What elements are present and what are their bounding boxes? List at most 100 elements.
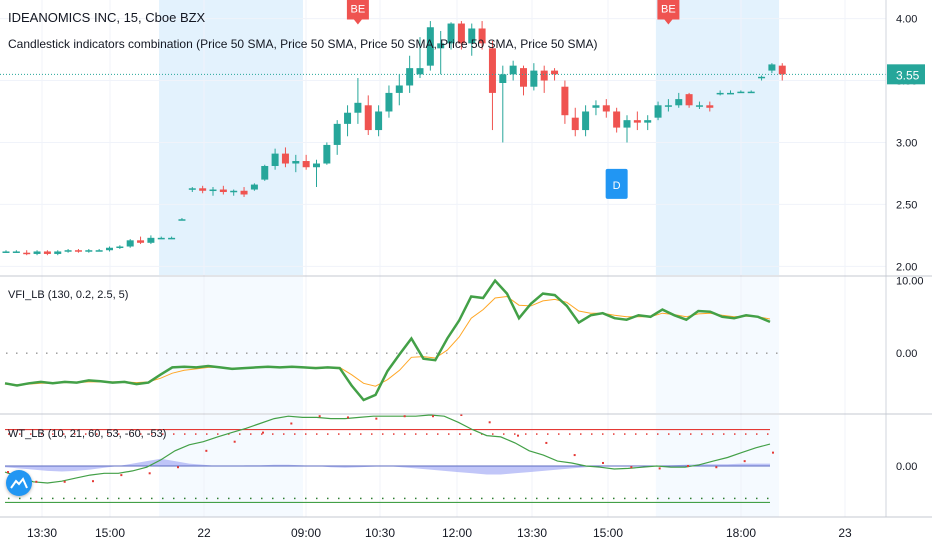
candle-body xyxy=(768,64,776,71)
candle-body xyxy=(364,105,372,131)
wt-signal-dot xyxy=(120,474,123,477)
zero-dot xyxy=(596,352,598,354)
wt-oversold-dot xyxy=(206,497,208,500)
wt-overbought-dot xyxy=(195,433,197,435)
zero-dot xyxy=(696,352,698,354)
candle-body xyxy=(395,85,403,93)
candle-body xyxy=(23,252,31,255)
wt-overbought-dot xyxy=(338,433,340,435)
wt-overbought-dot xyxy=(558,433,560,435)
wt-oversold-dot xyxy=(173,497,175,500)
wt-oversold-dot xyxy=(151,497,153,500)
candle-body xyxy=(240,190,248,195)
wt-overbought-dot xyxy=(404,433,406,435)
tradingview-logo-button[interactable] xyxy=(6,470,32,496)
wt-overbought-dot xyxy=(745,433,747,435)
wt-overbought-dot xyxy=(624,433,626,435)
zero-dot xyxy=(686,352,688,354)
candle-body xyxy=(499,74,507,83)
zero-dot xyxy=(266,352,268,354)
zero-dot xyxy=(246,352,248,354)
wt-overbought-dot xyxy=(217,433,219,435)
wt-oversold-dot xyxy=(723,497,725,500)
candle-body xyxy=(385,92,393,112)
wt-overbought-dot xyxy=(184,433,186,435)
candle-body xyxy=(33,251,41,254)
candle-body xyxy=(416,68,424,75)
candle-body xyxy=(95,250,103,252)
zero-dot xyxy=(776,352,778,354)
wt-oversold-dot xyxy=(96,497,98,500)
wt-overbought-dot xyxy=(723,433,725,435)
candle-body xyxy=(447,23,455,44)
zero-dot xyxy=(176,352,178,354)
wt-overbought-dot xyxy=(140,433,142,435)
wt-overbought-dot xyxy=(283,433,285,435)
wt-overbought-dot xyxy=(734,433,736,435)
wt-signal-dot xyxy=(403,415,406,418)
zero-dot xyxy=(96,352,98,354)
candle-body xyxy=(602,105,610,112)
wt-oversold-dot xyxy=(195,497,197,500)
wt-oversold-dot xyxy=(426,497,428,500)
zero-dot xyxy=(16,352,18,354)
bullish-engulfing-marker xyxy=(605,168,628,199)
zero-dot xyxy=(536,352,538,354)
time-tick-label: 10:30 xyxy=(365,526,395,540)
candle-body xyxy=(313,163,320,168)
wt-tick-label: 0.00 xyxy=(896,461,917,473)
wt-oversold-dot xyxy=(382,497,384,500)
candle-body xyxy=(426,27,434,66)
candle-body xyxy=(695,105,703,107)
wt-oversold-dot xyxy=(613,497,615,500)
wt-oversold-dot xyxy=(756,497,758,500)
wt-overbought-dot xyxy=(118,433,120,435)
price-tick-label: 2.00 xyxy=(896,261,917,273)
wt-overbought-dot xyxy=(272,433,274,435)
zero-dot xyxy=(646,352,648,354)
candle-body xyxy=(74,250,82,252)
wt-oversold-dot xyxy=(470,497,472,500)
zero-dot xyxy=(56,352,58,354)
time-tick-label: 13:30 xyxy=(517,526,547,540)
wt-signal-dot xyxy=(658,467,661,470)
zero-dot xyxy=(206,352,208,354)
wt-oversold-dot xyxy=(712,497,714,500)
wt-signal-dot xyxy=(262,431,264,434)
zero-dot xyxy=(376,352,378,354)
wt-overbought-dot xyxy=(85,433,87,435)
zero-dot xyxy=(766,352,768,354)
wt-overbought-dot xyxy=(580,433,582,435)
wt-oversold-dot xyxy=(217,497,219,500)
wt-oversold-dot xyxy=(118,497,120,500)
candle-body xyxy=(457,23,465,44)
last-price-label: 3.55 xyxy=(896,68,920,82)
candle-body xyxy=(778,65,786,75)
mountain-icon xyxy=(10,477,28,489)
wt-oversold-dot xyxy=(646,497,648,500)
zero-dot xyxy=(306,352,308,354)
candle-body xyxy=(727,92,734,95)
candle-body xyxy=(188,188,196,190)
session-highlight xyxy=(655,277,780,413)
zero-dot xyxy=(316,352,318,354)
wt-line xyxy=(4,414,771,484)
wt-oversold-dot xyxy=(580,497,582,500)
zero-dot xyxy=(656,352,658,354)
zero-dot xyxy=(476,352,478,354)
wt-signal-dot xyxy=(290,422,293,425)
wt-overbought-dot xyxy=(349,433,351,435)
wt-oversold-dot xyxy=(591,497,593,500)
wt-overbought-dot xyxy=(393,433,395,435)
wt-signal-dot xyxy=(630,466,633,469)
wt-signal-dot xyxy=(92,480,94,483)
wt-overbought-dot xyxy=(547,433,549,435)
wt-signal-dot xyxy=(517,434,519,437)
wt-signal-dot xyxy=(687,465,689,467)
zero-dot xyxy=(146,352,148,354)
wt-overbought-dot xyxy=(206,433,208,435)
candle-body xyxy=(644,120,652,123)
wt-overbought-dot xyxy=(613,433,615,435)
wt-oversold-dot xyxy=(393,497,395,500)
candle-body xyxy=(54,251,62,254)
